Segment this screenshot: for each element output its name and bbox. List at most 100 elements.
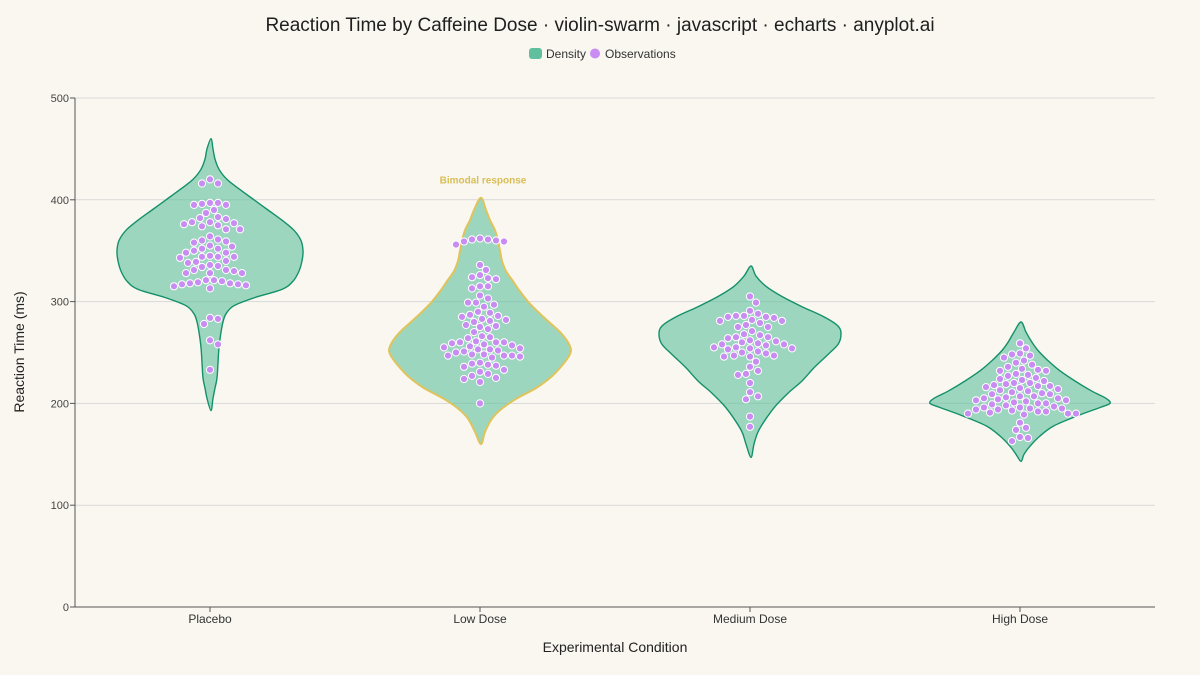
observation-point (475, 367, 485, 376)
observation-point (745, 344, 755, 353)
observation-point (1025, 378, 1035, 388)
observation-point (189, 246, 199, 255)
y-axis-title: Reaction Time (ms) (11, 291, 27, 412)
legend-item-observations[interactable]: Observations (590, 47, 676, 61)
observation-point (189, 265, 199, 275)
observation-point (1049, 402, 1059, 411)
x-tick-label-medium-dose: Medium Dose (713, 612, 787, 626)
observation-point (741, 320, 751, 330)
observation-point (1045, 390, 1055, 399)
observation-point (491, 338, 501, 347)
observation-point (753, 309, 763, 318)
observation-point (193, 278, 203, 287)
observation-point (213, 340, 223, 349)
observation-point (465, 310, 475, 319)
observation-point (459, 347, 469, 356)
observation-point (745, 336, 755, 345)
observation-point (993, 405, 1003, 414)
observation-point (221, 248, 231, 257)
observation-point (493, 346, 503, 355)
observation-point (723, 334, 733, 343)
observation-point (205, 218, 215, 227)
observation-point (1015, 384, 1025, 393)
observation-point (1041, 399, 1051, 408)
observation-point (769, 351, 779, 360)
observation-point (733, 322, 743, 332)
observation-point (745, 388, 755, 397)
observation-point (763, 322, 773, 332)
y-tick-label-400: 400 (51, 195, 69, 207)
observation-point (491, 361, 501, 370)
observation-point (739, 330, 749, 339)
observation-point (459, 237, 469, 246)
observation-point (229, 252, 239, 261)
observation-point (213, 221, 223, 230)
observation-point (189, 200, 199, 209)
observation-point (1057, 404, 1067, 413)
observation-point (1011, 358, 1021, 367)
observation-point (181, 248, 191, 257)
observation-point (481, 265, 491, 275)
observation-point (995, 366, 1005, 375)
observation-point (205, 260, 215, 270)
observation-point (1015, 418, 1025, 427)
observation-point (1001, 401, 1011, 410)
observation-point (467, 273, 477, 282)
observation-point (463, 298, 473, 307)
observation-point (989, 381, 999, 390)
observation-point (779, 340, 789, 349)
observation-point (733, 370, 743, 379)
observation-point (753, 392, 763, 401)
legend[interactable]: Density Observations (529, 47, 676, 61)
observation-point (1017, 364, 1027, 373)
observation-point (1025, 351, 1035, 360)
observation-point (499, 365, 509, 374)
observation-point (1061, 396, 1071, 405)
observation-point (473, 307, 483, 316)
observation-point (229, 267, 239, 276)
observation-point (451, 240, 461, 249)
observation-point (209, 276, 219, 285)
observation-point (469, 328, 479, 337)
observation-point (205, 365, 215, 374)
observation-point (1027, 360, 1037, 369)
observation-point (455, 338, 465, 347)
observation-point (1021, 397, 1031, 406)
observation-point (169, 282, 179, 291)
observation-point (1011, 369, 1021, 378)
observation-point (489, 300, 499, 309)
observation-point (731, 343, 741, 352)
observation-point (741, 395, 751, 404)
observation-point (723, 345, 733, 354)
observation-point (1015, 432, 1025, 442)
observation-point (475, 322, 485, 332)
observation-point (1007, 350, 1017, 359)
observation-point (1001, 393, 1011, 402)
observation-point (963, 409, 973, 418)
observation-point (753, 347, 763, 356)
observation-point (213, 198, 223, 207)
annotations: Bimodal response (440, 175, 527, 186)
observation-point (507, 341, 517, 350)
observation-point (1003, 371, 1013, 380)
observation-point (447, 339, 457, 348)
legend-item-density[interactable]: Density (529, 47, 586, 61)
observation-point (761, 312, 771, 321)
observation-point (197, 262, 207, 272)
observation-point (213, 179, 223, 188)
x-tick-label-high-dose: High Dose (992, 612, 1048, 626)
observation-point (439, 343, 449, 352)
observation-point (209, 205, 219, 215)
observation-point (753, 339, 763, 348)
observation-point (501, 315, 511, 324)
observation-point (737, 338, 747, 347)
observation-point (217, 277, 227, 286)
x-tick-label-placebo: Placebo (188, 612, 232, 626)
observation-point (995, 386, 1005, 395)
x-axis-title: Experimental Condition (543, 639, 688, 655)
observation-point (751, 357, 761, 366)
observation-point (499, 237, 509, 246)
observation-point (483, 282, 493, 291)
legend-label-observations: Observations (605, 47, 676, 61)
